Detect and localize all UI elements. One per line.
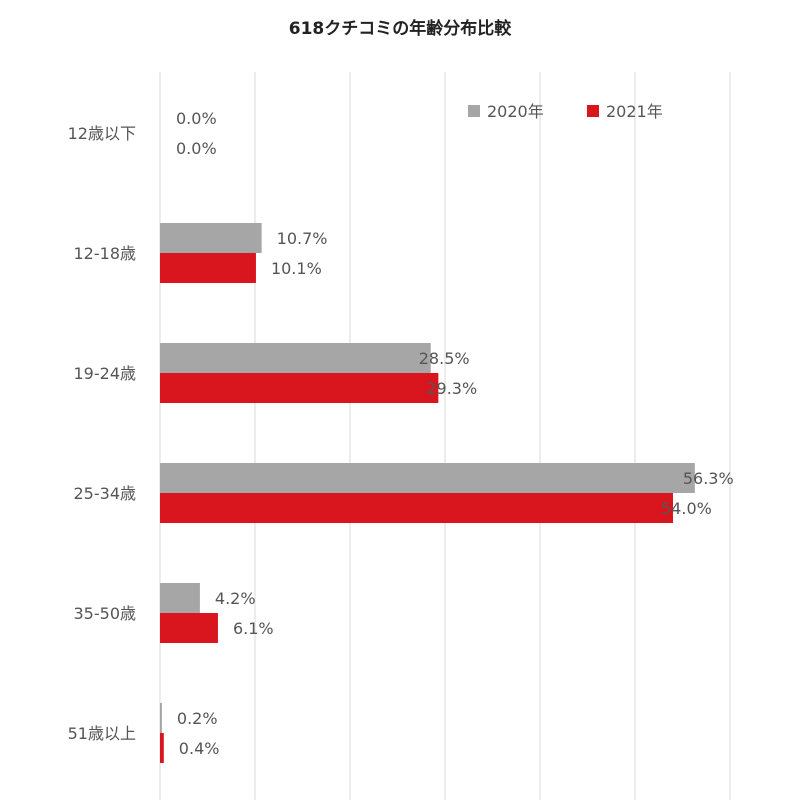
bar-2020: [160, 463, 695, 493]
value-label: 28.5%: [419, 349, 470, 368]
category-labels: 12歳以下 12-18歳 19-24歳 25-34歳 35-50歳 51歳以上: [68, 124, 136, 743]
value-label: 4.2%: [215, 589, 256, 608]
legend-label: 2021年: [606, 102, 663, 121]
category-label: 35-50歳: [74, 604, 137, 623]
category-label: 12歳以下: [68, 124, 136, 143]
category-label: 12-18歳: [74, 244, 137, 263]
legend: 2020年 2021年: [468, 102, 663, 121]
value-label: 10.1%: [271, 259, 322, 278]
category-label: 25-34歳: [74, 484, 137, 503]
chart-title: 618クチコミの年齢分布比較: [288, 19, 512, 39]
bars: [160, 223, 695, 763]
bar-2020: [160, 703, 162, 733]
category-label: 51歳以上: [68, 724, 136, 743]
value-label: 10.7%: [277, 229, 328, 248]
value-label: 0.2%: [177, 709, 218, 728]
value-labels: 0.0% 0.0% 10.7% 10.1% 28.5% 29.3% 56.3% 54.0% 4.…: [176, 109, 734, 758]
category-label: 19-24歳: [74, 364, 137, 383]
bar-2020: [160, 223, 262, 253]
bar-2021: [160, 733, 164, 763]
value-label: 0.0%: [176, 139, 217, 158]
bar-2020: [160, 343, 431, 373]
value-label: 6.1%: [233, 619, 274, 638]
legend-swatch: [587, 105, 599, 117]
value-label: 29.3%: [426, 379, 477, 398]
bar-2021: [160, 493, 673, 523]
bar-2021: [160, 373, 439, 403]
value-label: 56.3%: [683, 469, 734, 488]
value-label: 0.0%: [176, 109, 217, 128]
legend-swatch: [468, 105, 480, 117]
value-label: 0.4%: [179, 739, 220, 758]
bar-2021: [160, 613, 218, 643]
value-label: 54.0%: [661, 499, 712, 518]
gridlines: [159, 72, 731, 800]
bar-2021: [160, 253, 256, 283]
legend-label: 2020年: [487, 102, 544, 121]
bar-2020: [160, 583, 200, 613]
